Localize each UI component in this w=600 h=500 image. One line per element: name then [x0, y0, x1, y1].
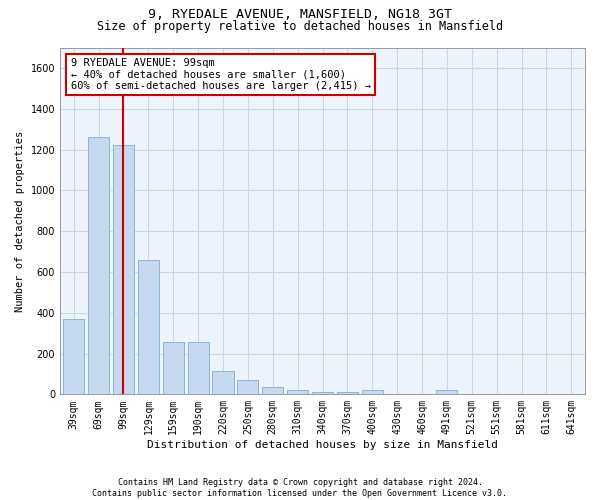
Bar — [138, 260, 159, 394]
X-axis label: Distribution of detached houses by size in Mansfield: Distribution of detached houses by size … — [147, 440, 498, 450]
Bar — [88, 138, 109, 394]
Bar — [337, 392, 358, 394]
Bar — [436, 390, 457, 394]
Y-axis label: Number of detached properties: Number of detached properties — [15, 130, 25, 312]
Bar — [362, 390, 383, 394]
Bar — [188, 342, 209, 394]
Text: 9, RYEDALE AVENUE, MANSFIELD, NG18 3GT: 9, RYEDALE AVENUE, MANSFIELD, NG18 3GT — [148, 8, 452, 20]
Bar — [163, 342, 184, 394]
Bar — [238, 380, 259, 394]
Bar — [312, 392, 333, 394]
Bar — [212, 371, 233, 394]
Bar — [287, 390, 308, 394]
Bar — [113, 146, 134, 394]
Text: Contains HM Land Registry data © Crown copyright and database right 2024.
Contai: Contains HM Land Registry data © Crown c… — [92, 478, 508, 498]
Text: Size of property relative to detached houses in Mansfield: Size of property relative to detached ho… — [97, 20, 503, 33]
Text: 9 RYEDALE AVENUE: 99sqm
← 40% of detached houses are smaller (1,600)
60% of semi: 9 RYEDALE AVENUE: 99sqm ← 40% of detache… — [71, 58, 371, 91]
Bar — [262, 386, 283, 394]
Bar — [63, 319, 84, 394]
